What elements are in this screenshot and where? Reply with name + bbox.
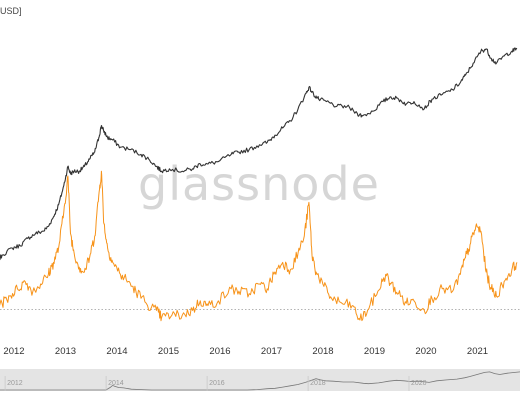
- x-tick-label: 2016: [209, 346, 230, 357]
- navigator-line: [0, 371, 520, 391]
- navigator-tick-label: 2014: [108, 380, 124, 387]
- navigator-tick-label: 2016: [209, 380, 225, 387]
- navigator-selection[interactable]: [0, 369, 520, 391]
- x-tick-label: 2013: [55, 346, 76, 357]
- x-tick-label: 2019: [364, 346, 385, 357]
- x-tick-label: 2018: [312, 346, 333, 357]
- navigator-tick-label: 2012: [7, 380, 23, 387]
- x-tick-label: 2020: [415, 346, 436, 357]
- x-tick-label: 2015: [158, 346, 179, 357]
- x-axis: 2012 2013 2014 2015 2016 2017 2018 2019 2020 2021: [3, 346, 488, 357]
- navigator-series-line: [0, 371, 520, 391]
- x-tick-label: 2017: [261, 346, 282, 357]
- y-axis-label: USD]: [0, 6, 22, 16]
- range-navigator[interactable]: 2012 2014 2016 2018 2020: [0, 369, 520, 391]
- navigator-tick-label: 2018: [310, 380, 326, 387]
- series-line-0: [0, 47, 518, 261]
- navigator-ticks: 2012 2014 2016 2018 2020: [4, 376, 427, 391]
- x-tick-label: 2021: [467, 346, 488, 357]
- x-tick-label: 2014: [106, 346, 127, 357]
- x-tick-label: 2012: [3, 346, 24, 357]
- series-line-1: [0, 170, 518, 322]
- series-layer: [0, 47, 518, 322]
- navigator-tick-label: 2020: [411, 380, 427, 387]
- glassnode-watermark: glassnode: [138, 157, 380, 211]
